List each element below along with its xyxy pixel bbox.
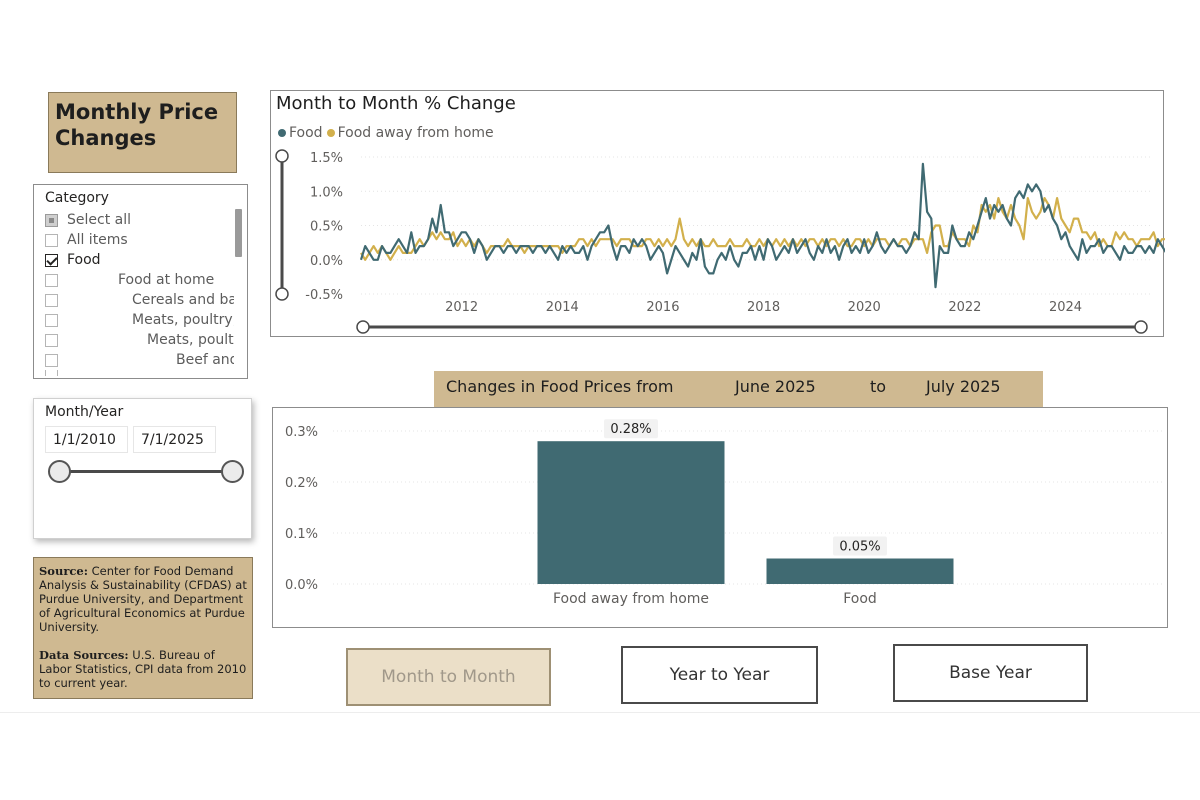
line-chart-panel: Month to Month % Change Food Food away f… (270, 90, 1165, 337)
line-chart-title: Month to Month % Change (276, 93, 516, 114)
category-checkbox[interactable] (45, 233, 58, 247)
bar-chart-panel: 0.3% 0.2% 0.1% 0.0% 0.28% Food away from home… (272, 407, 1168, 628)
category-item[interactable]: All items (34, 230, 234, 250)
source-label: Source: (39, 564, 88, 578)
y-zoom-handle-bottom[interactable] (275, 287, 289, 301)
bar-food[interactable] (766, 558, 954, 585)
date-slicer-header: Month/Year (45, 404, 124, 420)
category-checkbox[interactable] (45, 253, 58, 267)
y-tick-label: 0.1% (285, 527, 318, 542)
x-tick-label: 2014 (546, 300, 579, 315)
bar-food-away[interactable] (537, 441, 725, 584)
banner-from-period[interactable]: June 2025 (735, 377, 816, 396)
category-checkbox[interactable] (45, 213, 58, 227)
category-item[interactable]: Food (34, 250, 234, 270)
category-item[interactable]: Select all (34, 210, 234, 230)
x-category-label: Food (843, 591, 877, 607)
legend-food-label: Food (289, 125, 323, 141)
base-year-button[interactable]: Base Year (893, 644, 1088, 702)
category-slicer-header: Category (45, 190, 109, 206)
y-tick-label: 0.5% (310, 220, 343, 235)
start-date-input[interactable]: 1/1/2010 (45, 426, 128, 453)
x-category-label: Food away from home (553, 591, 709, 607)
category-item[interactable]: Meats, poultry... (34, 330, 234, 350)
legend-food-marker (278, 129, 286, 137)
category-checkbox[interactable] (45, 313, 58, 327)
category-checkbox[interactable] (45, 353, 58, 367)
source-paragraph: Source: Center for Food Demand Analysis … (39, 564, 247, 634)
x-tick-label: 2022 (948, 300, 981, 315)
banner-to-word: to (870, 377, 887, 396)
x-zoom-handle-right[interactable] (1134, 320, 1148, 334)
category-checkbox[interactable] (45, 273, 58, 287)
category-slicer: Category Select all All items Food Food at … (33, 184, 248, 379)
data-sources-text: U.S. Bureau of Labor Statistics, CPI dat… (39, 648, 247, 690)
category-label: Food (67, 252, 101, 268)
y-tick-label: 0.0% (285, 578, 318, 593)
y-tick-label: 0.2% (285, 476, 318, 491)
legend-food-away-label: Food away from home (337, 125, 494, 141)
end-date-input[interactable]: 7/1/2025 (133, 426, 216, 453)
x-tick-label: 2024 (1049, 300, 1082, 315)
category-scrollbar[interactable] (235, 209, 242, 257)
source-text: Center for Food Demand Analysis & Sustai… (39, 564, 247, 634)
legend-food[interactable]: Food (278, 125, 323, 141)
x-tick-label: 2020 (848, 300, 881, 315)
banner-to-period[interactable]: July 2025 (926, 377, 1001, 396)
category-checkbox[interactable] (45, 293, 58, 307)
category-list: Select all All items Food Food at home Cerea… (34, 210, 234, 376)
bar-chart-plot: 0.3% 0.2% 0.1% 0.0% 0.28% Food away from home… (285, 419, 1165, 607)
y-tick-label: 0.0% (310, 254, 343, 269)
category-label: Meats, poultry... (147, 332, 234, 348)
category-checkbox[interactable] (45, 370, 58, 376)
category-label: Beef and ... (176, 352, 234, 368)
category-label: Cereals and bak... (132, 292, 234, 308)
category-item[interactable]: Cereals and bak... (34, 290, 234, 310)
category-item[interactable]: Meats, poultry, f... (34, 310, 234, 330)
category-label: Meats, poultry, f... (132, 312, 234, 328)
category-label: All items (67, 232, 128, 248)
category-checkbox[interactable] (45, 333, 58, 347)
date-range-track[interactable] (58, 470, 233, 473)
series-line-food[interactable] (359, 162, 1165, 289)
category-item-cutoff[interactable] (34, 370, 234, 376)
source-note: Source: Center for Food Demand Analysis … (33, 557, 253, 699)
start-date-handle[interactable] (48, 460, 71, 483)
y-tick-label: 1.5% (310, 151, 343, 166)
x-tick-label: 2016 (646, 300, 679, 315)
y-tick-label: 0.3% (285, 425, 318, 440)
data-label: 0.05% (839, 540, 880, 555)
data-sources-paragraph: Data Sources: U.S. Bureau of Labor Stati… (39, 648, 247, 690)
line-chart-plot: 1.5% 1.0% 0.5% 0.0% -0.5% 2012 2014 2016 2018 202… (275, 149, 1165, 334)
end-date-handle[interactable] (221, 460, 244, 483)
page-title-card: Monthly Price Changes (48, 92, 237, 173)
category-item[interactable]: Food at home (34, 270, 234, 290)
category-item[interactable]: Beef and ... (34, 350, 234, 370)
y-zoom-handle-top[interactable] (275, 149, 289, 163)
footer-divider (0, 712, 1200, 713)
date-range-slicer: Month/Year 1/1/2010 7/1/2025 (33, 398, 252, 539)
data-label-bg (604, 419, 658, 439)
month-to-month-button[interactable]: Month to Month (346, 648, 551, 706)
data-label-bg (833, 536, 887, 556)
banner-prefix: Changes in Food Prices from (446, 377, 674, 396)
data-label: 0.28% (610, 422, 651, 437)
period-banner: Changes in Food Prices from June 2025 to… (434, 371, 1043, 407)
category-label: Select all (67, 212, 131, 228)
y-tick-label: 1.0% (310, 185, 343, 200)
line-chart-legend: Food Food away from home (278, 125, 494, 141)
x-tick-label: 2012 (445, 300, 478, 315)
y-tick-label: -0.5% (305, 288, 343, 303)
page-title: Monthly Price Changes (55, 100, 219, 150)
year-to-year-button[interactable]: Year to Year (621, 646, 818, 704)
x-zoom-handle-left[interactable] (356, 320, 370, 334)
data-sources-label: Data Sources: (39, 648, 129, 662)
category-label: Food at home (118, 272, 215, 288)
legend-food-away[interactable]: Food away from home (326, 125, 494, 141)
legend-food-away-marker (326, 129, 335, 137)
x-tick-label: 2018 (747, 300, 780, 315)
